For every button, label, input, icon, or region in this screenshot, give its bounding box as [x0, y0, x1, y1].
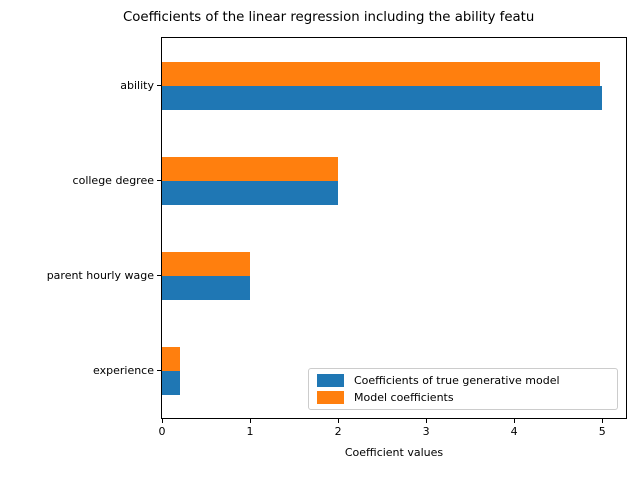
x-tick-mark-4: [513, 419, 515, 423]
y-tick-label-ability: ability: [120, 78, 154, 92]
x-tick-mark-3: [425, 419, 427, 423]
x-axis-label: Coefficient values: [344, 446, 444, 459]
legend-row-model-coefficients: Model coefficients: [317, 390, 609, 405]
x-tick-label-2: 2: [334, 425, 342, 438]
bar-coefficients-of-true-generative-model-parent-hourly-wage: [162, 275, 251, 300]
x-tick-mark-1: [249, 419, 251, 423]
x-tick-label-1: 1: [246, 425, 254, 438]
y-tick-label-experience: experience: [93, 363, 154, 377]
x-tick-mark-5: [601, 419, 603, 423]
y-tick-label-college-degree: college degree: [72, 173, 154, 187]
y-tick-mark-college-degree: [157, 180, 161, 181]
legend-row-true-model: Coefficients of true generative model: [317, 373, 609, 388]
legend-label-model-coefficients: Model coefficients: [354, 391, 454, 404]
x-tick-label-0: 0: [158, 425, 166, 438]
x-tick-mark-2: [337, 419, 339, 423]
bar-coefficients-of-true-generative-model-college-degree: [162, 180, 339, 205]
legend-swatch-model-coefficients: [317, 391, 344, 404]
bar-coefficients-of-true-generative-model-ability: [162, 85, 603, 110]
chart-title: Coefficients of the linear regression in…: [123, 10, 535, 25]
bar-model-coefficients-parent-hourly-wage: [162, 251, 251, 276]
x-tick-label-5: 5: [598, 425, 606, 438]
x-tick-mark-0: [161, 419, 163, 423]
y-tick-mark-experience: [157, 370, 161, 371]
bar-model-coefficients-college-degree: [162, 156, 339, 181]
x-tick-label-4: 4: [510, 425, 518, 438]
y-tick-mark-parent-hourly-wage: [157, 275, 161, 276]
y-tick-mark-ability: [157, 85, 161, 86]
y-tick-label-parent-hourly-wage: parent hourly wage: [46, 268, 154, 282]
plot-area: [161, 37, 627, 419]
legend-label-true-model: Coefficients of true generative model: [354, 374, 560, 387]
bar-coefficients-of-true-generative-model-experience: [162, 370, 180, 395]
bar-model-coefficients-experience: [162, 346, 180, 371]
legend: Coefficients of true generative model Mo…: [308, 368, 618, 410]
legend-swatch-true-model: [317, 374, 344, 387]
x-tick-label-3: 3: [422, 425, 430, 438]
bar-model-coefficients-ability: [162, 61, 601, 86]
